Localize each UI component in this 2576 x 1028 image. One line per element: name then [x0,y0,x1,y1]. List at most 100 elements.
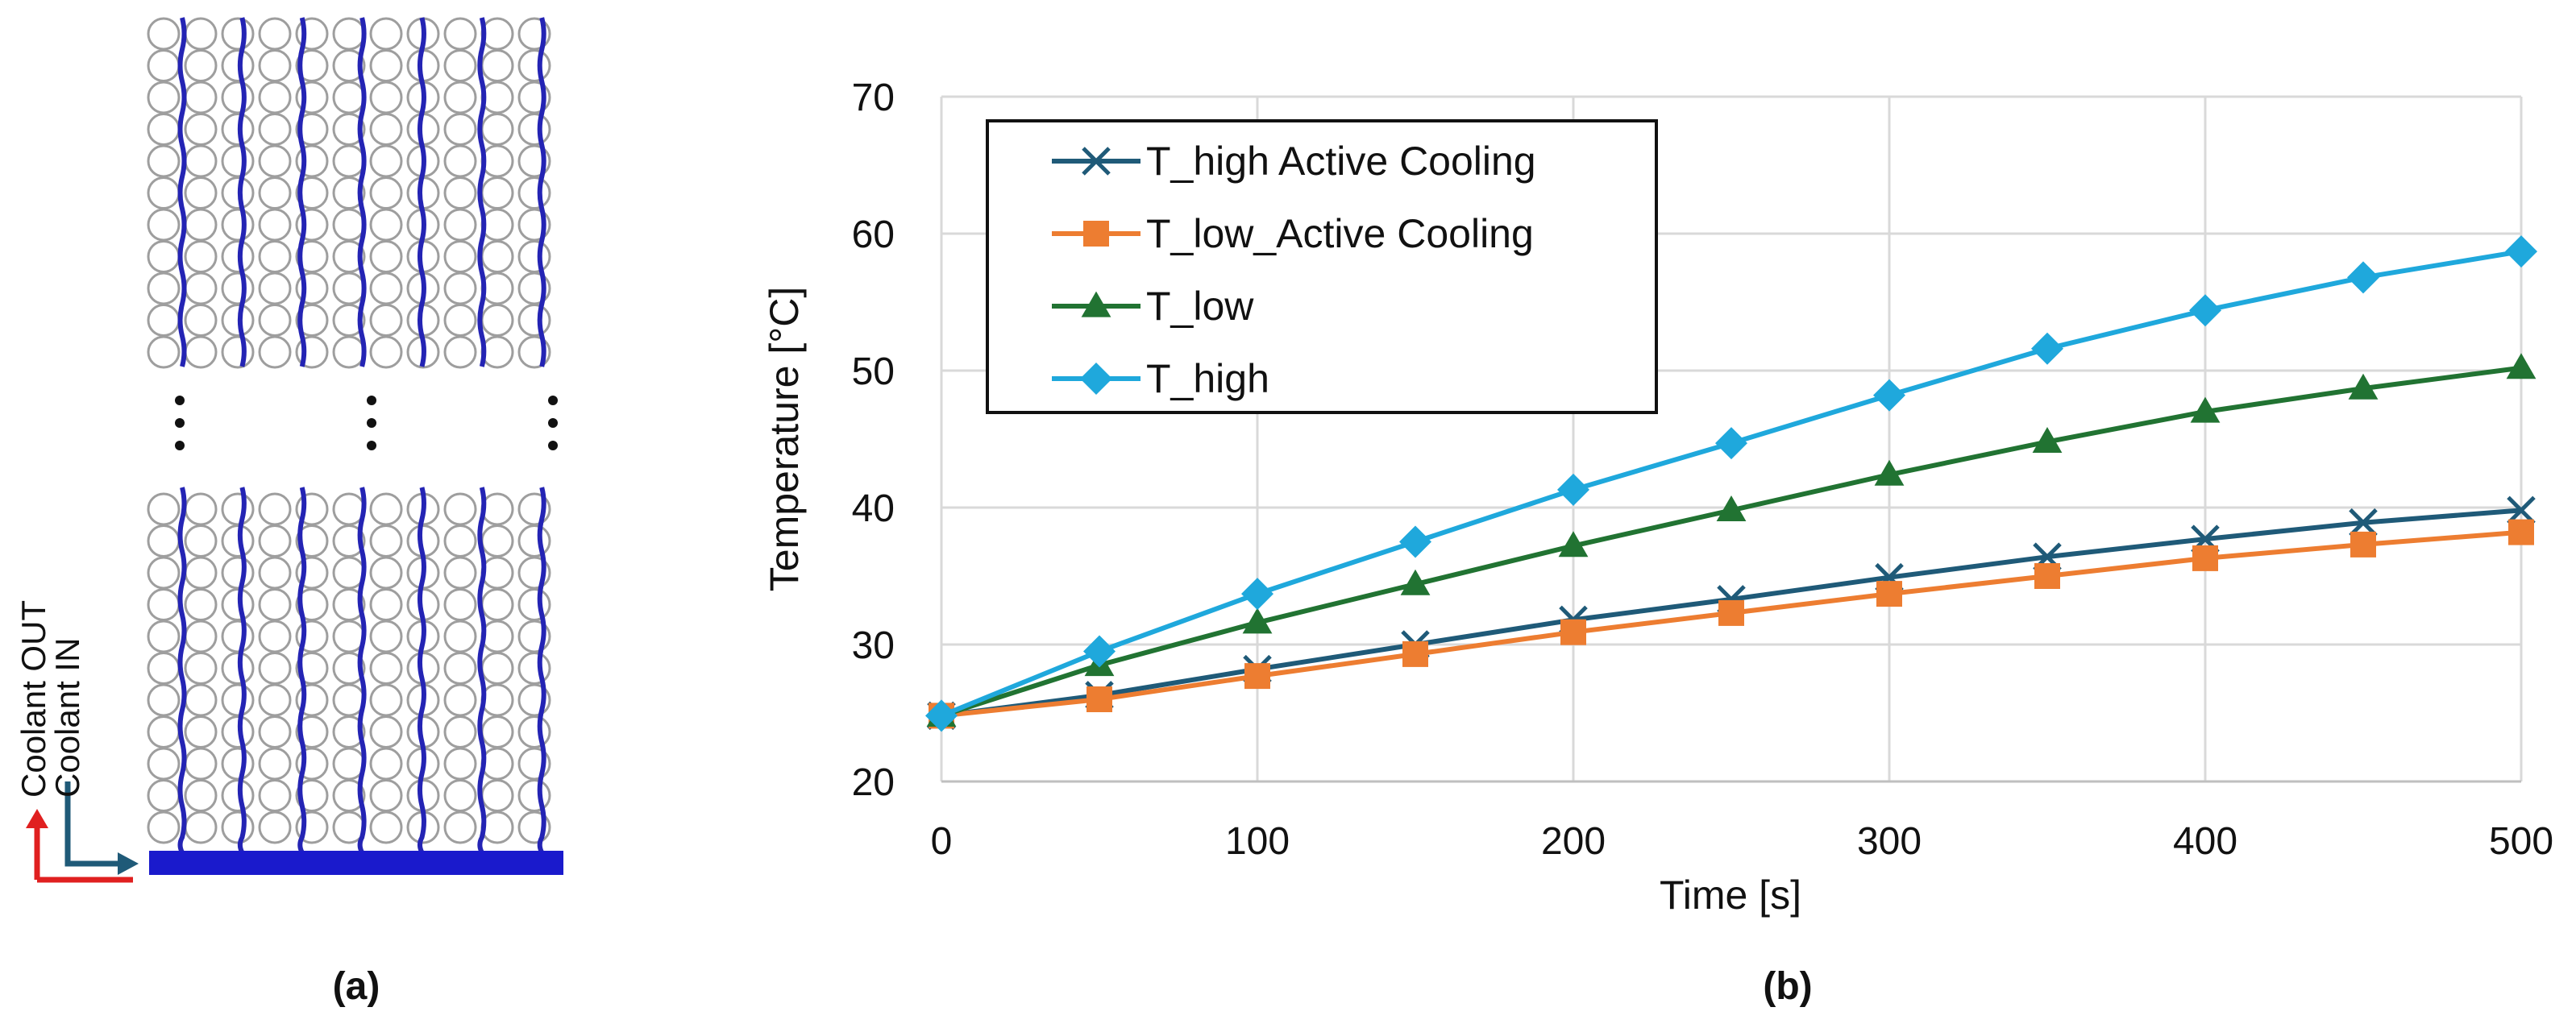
data-point-diamond-marker [1080,363,1112,395]
battery-cell [443,335,477,369]
battery-cell [221,208,255,242]
battery-cell [369,683,403,717]
ellipsis-dot [367,418,376,428]
battery-cell [480,81,514,114]
battery-cell [443,683,477,717]
battery-cell [480,272,514,305]
battery-cell [332,335,366,369]
battery-cell [221,779,255,812]
ellipsis-dot [175,418,185,428]
data-point-diamond-marker [2189,294,2221,327]
battery-cell [443,240,477,273]
battery-cell [369,588,403,621]
battery-cell [443,556,477,590]
battery-cell [480,335,514,369]
battery-cell [369,272,403,305]
battery-cell [258,49,292,82]
battery-cell [480,556,514,590]
battery-cell [147,810,181,844]
battery-cell [480,524,514,558]
battery-cell [258,208,292,242]
coolant-out-label: Coolant OUT [15,600,52,798]
battery-cell [443,747,477,781]
battery-cell [147,747,181,781]
battery-cell [332,17,366,51]
battery-cell [443,620,477,653]
cell-grid-top [147,17,551,369]
battery-cell [369,176,403,209]
battery-cell [443,144,477,178]
battery-cell [184,620,218,653]
battery-cell [369,240,403,273]
battery-cell [258,652,292,685]
battery-cell [480,747,514,781]
data-point-diamond-marker [2347,261,2379,294]
battery-cell [369,747,403,781]
battery-cell [480,208,514,242]
battery-cell [184,176,218,209]
coolant-out-arrow [26,809,133,883]
y-tick-label: 60 [852,213,895,256]
x-tick-label: 0 [931,820,953,863]
battery-cell [369,810,403,844]
battery-cell [147,272,181,305]
legend-entry: T_low [1052,284,1254,329]
battery-cell [147,683,181,717]
battery-cell [258,683,292,717]
battery-cell [443,715,477,748]
legend-entry: T_high Active Cooling [1052,139,1536,184]
battery-cell [369,335,403,369]
battery-cell [147,335,181,369]
battery-cell [258,715,292,748]
coolant-in-arrow [64,781,139,875]
battery-cell [480,304,514,337]
data-point-x-marker [2507,495,2536,525]
battery-cell [147,144,181,178]
data-point-triangle-marker [2190,396,2221,423]
battery-cell [184,240,218,273]
battery-cell [184,779,218,812]
ellipsis-dot [367,441,376,450]
cooling-channel [177,487,187,854]
battery-cell [480,176,514,209]
data-point-diamond-marker [925,699,958,732]
battery-cell [443,272,477,305]
battery-cell [443,113,477,146]
battery-cell [147,620,181,653]
data-point-triangle-marker [2506,353,2537,379]
battery-cell [369,492,403,526]
cooling-channel [357,17,367,367]
battery-cell [369,144,403,178]
battery-cell [443,208,477,242]
data-point-diamond-marker [1715,427,1747,460]
battery-cell [147,49,181,82]
battery-cell [369,715,403,748]
battery-cell [517,304,551,337]
x-tick-label: 200 [1541,820,1606,863]
ellipsis-dot [548,396,558,405]
battery-cell [221,144,255,178]
cooling-channel [237,17,247,367]
battery-cell [480,683,514,717]
data-point-triangle-marker [1400,569,1431,595]
battery-cell [258,779,292,812]
data-point-triangle-marker [1716,495,1747,521]
ellipsis-dot [367,396,376,405]
battery-cell [480,810,514,844]
cooling-channel [297,17,307,367]
cooling-channel [177,17,187,367]
battery-cell [517,779,551,812]
ellipsis-dot [175,396,185,405]
data-point-diamond-marker [1873,379,1905,412]
battery-cell [221,17,255,51]
legend-label: T_low_Active Cooling [1146,211,1534,256]
battery-cell [221,81,255,114]
battery-cell [480,652,514,685]
battery-cell [517,240,551,273]
cooling-channel [417,487,426,854]
battery-cell [480,144,514,178]
battery-cell [369,113,403,146]
battery-cell [443,176,477,209]
ellipsis-dots [175,396,558,450]
